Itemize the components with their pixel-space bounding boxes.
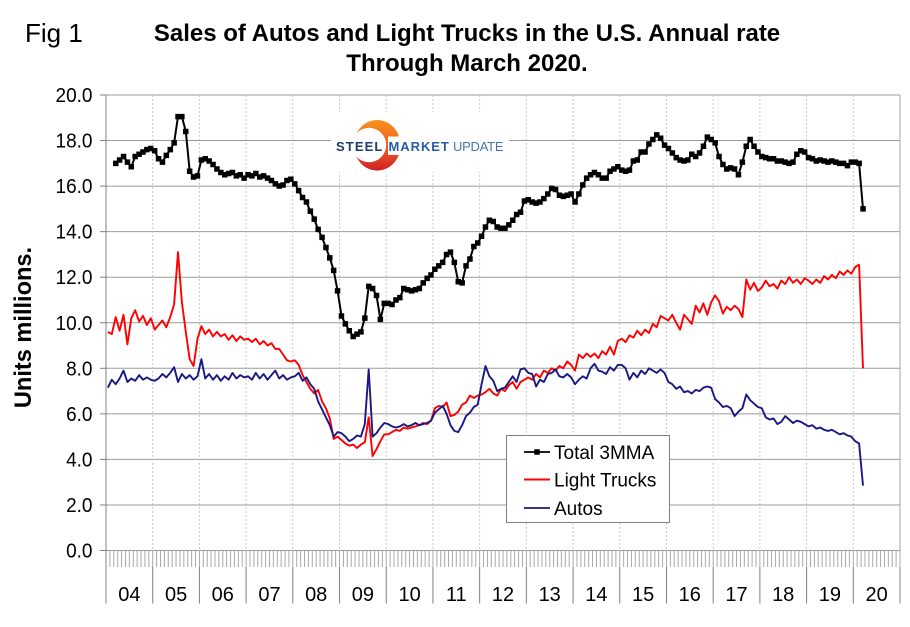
svg-text:Units millions.: Units millions. (11, 247, 37, 408)
svg-text:20.0: 20.0 (56, 85, 93, 107)
svg-text:8.0: 8.0 (66, 358, 92, 380)
svg-text:18.0: 18.0 (56, 131, 93, 153)
svg-text:17: 17 (725, 584, 747, 606)
svg-text:08: 08 (305, 584, 327, 606)
svg-text:Through March 2020.: Through March 2020. (346, 50, 587, 77)
svg-text:10.0: 10.0 (56, 313, 93, 335)
svg-text:15: 15 (632, 584, 654, 606)
svg-text:09: 09 (352, 584, 374, 606)
svg-text:07: 07 (258, 584, 280, 606)
svg-text:Total 3MMA: Total 3MMA (554, 443, 655, 464)
svg-text:05: 05 (165, 584, 187, 606)
svg-text:Autos: Autos (554, 499, 603, 520)
svg-text:06: 06 (212, 584, 234, 606)
svg-text:10: 10 (398, 584, 420, 606)
svg-text:04: 04 (118, 584, 140, 606)
svg-text:Light Trucks: Light Trucks (554, 471, 656, 492)
svg-text:19: 19 (819, 584, 841, 606)
svg-text:UPDATE: UPDATE (453, 139, 504, 154)
svg-text:4.0: 4.0 (66, 449, 92, 471)
svg-text:12.0: 12.0 (56, 267, 93, 289)
svg-text:14: 14 (585, 584, 607, 606)
svg-text:12: 12 (492, 584, 514, 606)
svg-text:11: 11 (446, 584, 467, 606)
svg-text:16: 16 (679, 584, 701, 606)
svg-text:18: 18 (772, 584, 794, 606)
svg-text:Fig 1: Fig 1 (25, 18, 83, 48)
svg-text:20: 20 (865, 584, 887, 606)
svg-text:0.0: 0.0 (66, 541, 92, 563)
svg-text:2.0: 2.0 (66, 495, 92, 517)
svg-text:MARKET: MARKET (389, 139, 450, 154)
svg-text:Sales of Autos and Light Truck: Sales of Autos and Light Trucks in the U… (154, 20, 780, 47)
svg-text:6.0: 6.0 (66, 404, 92, 426)
svg-text:14.0: 14.0 (56, 222, 93, 244)
svg-text:16.0: 16.0 (56, 176, 93, 198)
svg-text:STEEL: STEEL (336, 139, 384, 154)
svg-text:13: 13 (539, 584, 561, 606)
